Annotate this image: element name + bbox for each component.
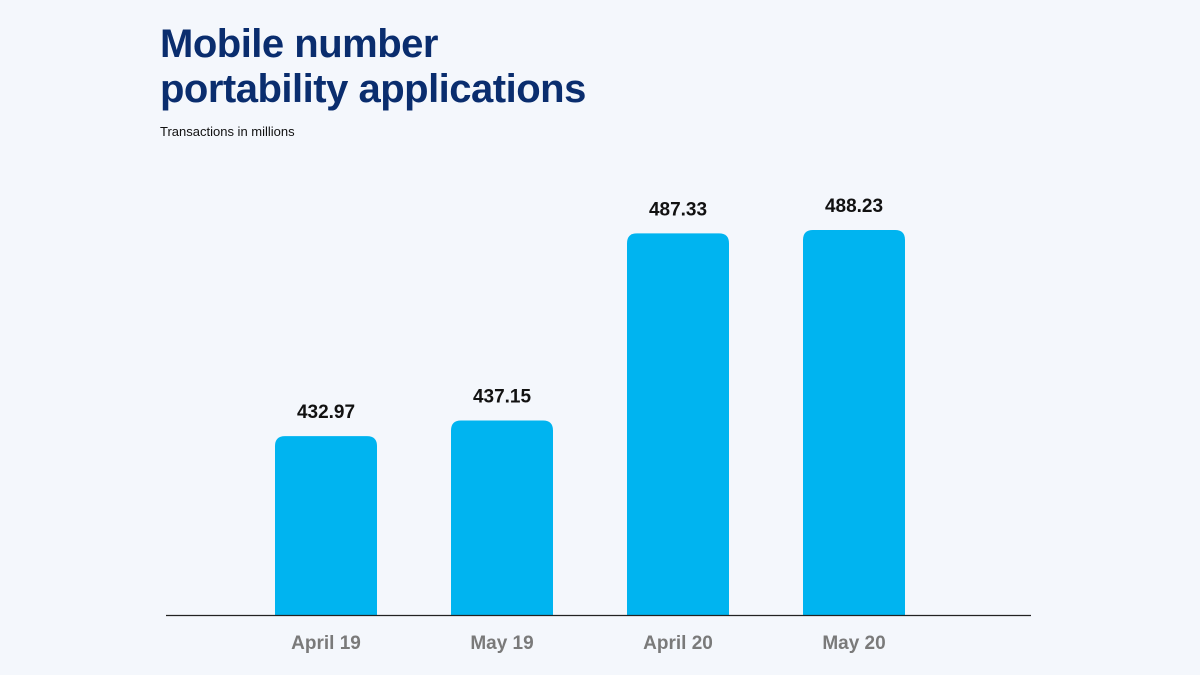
x-tick-label: May 20 [822,633,885,654]
data-label: 432.97 [297,402,355,423]
data-label: 488.23 [825,196,883,217]
bar [803,230,905,615]
data-label: 487.33 [649,199,707,220]
x-tick-label: April 19 [291,633,361,654]
title-line-2: portability applications [160,67,586,111]
bar [451,420,553,615]
x-tick-label: May 19 [470,633,533,654]
bar [627,233,729,616]
bar [275,436,377,615]
x-tick-label: April 20 [643,633,713,654]
chart-title: Mobile number portability applications [160,22,586,112]
title-line-1: Mobile number [160,22,438,66]
chart-subtitle: Transactions in millions [160,124,295,139]
data-label: 437.15 [473,387,532,408]
